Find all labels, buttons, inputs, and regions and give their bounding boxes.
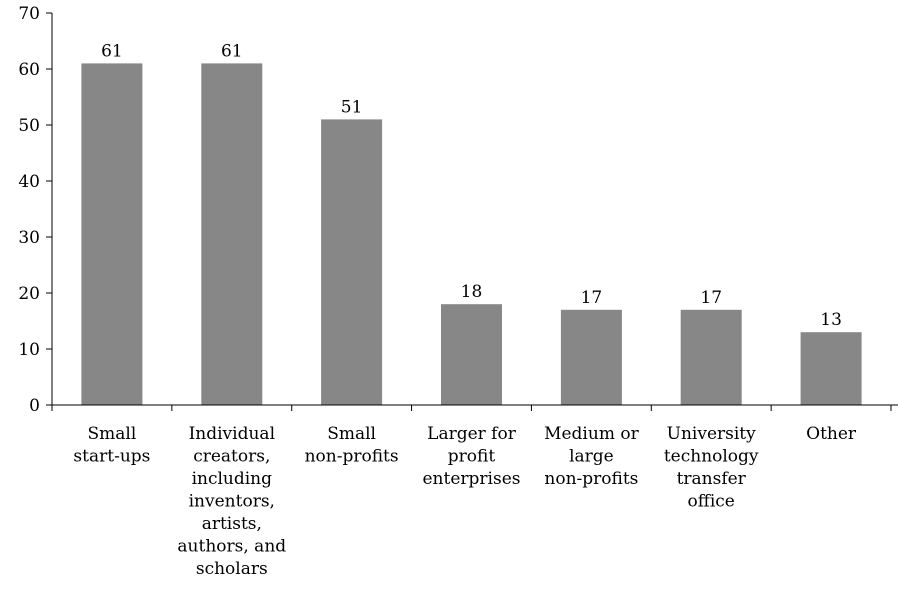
bar-value-label: 61 (221, 41, 243, 61)
bar-value-label: 13 (820, 310, 842, 330)
bars: 61 61 51 18 17 17 13 (81, 41, 862, 406)
x-category-label-line: start-ups (73, 447, 150, 467)
x-category-label-line: artists, (202, 514, 262, 534)
x-category-label: University technology transfer office (664, 424, 759, 512)
x-category-label: Individual creators, including inventors, ar… (177, 424, 286, 579)
x-category-label-line: large (569, 447, 614, 467)
y-tick-label: 0 (29, 396, 40, 416)
y-tick-label: 70 (18, 4, 40, 24)
x-category-label-line: technology (664, 447, 759, 467)
y-tick-label: 10 (18, 340, 40, 360)
bar-value-label: 18 (461, 282, 483, 302)
x-category-label-line: office (688, 492, 735, 512)
bar (81, 63, 143, 406)
x-category-label-line: University (667, 424, 756, 444)
x-category-label: Other (806, 424, 857, 444)
bar (800, 332, 862, 405)
x-category-label-line: Individual (189, 424, 275, 444)
x-category-label-line: non-profits (544, 469, 638, 489)
x-category-label-line: Larger for (427, 424, 517, 444)
bar (560, 309, 622, 405)
bar (441, 304, 502, 405)
bar (680, 309, 742, 405)
bar-value-label: 17 (700, 288, 722, 308)
y-tick-label: 30 (18, 228, 40, 248)
bar-value-label: 61 (101, 41, 123, 61)
x-category-label-line: transfer (677, 469, 747, 489)
x-category-label-line: Other (806, 424, 857, 444)
bar-value-label: 17 (581, 288, 603, 308)
x-category-label: Small non-profits (305, 424, 399, 467)
bar (321, 119, 383, 406)
x-category-label-line: non-profits (305, 447, 399, 467)
y-axis: 0 10 20 30 40 50 60 70 (18, 4, 53, 416)
x-axis: Small start-ups Individual creators, includi… (51, 404, 898, 579)
x-category-label-line: Small (88, 424, 137, 444)
x-category-label-line: Small (327, 424, 376, 444)
x-category-label-line: creators, (193, 447, 270, 467)
y-tick-label: 40 (18, 172, 40, 192)
x-category-label-line: authors, and (177, 537, 286, 557)
x-category-label-line: profit (448, 447, 496, 467)
x-category-label-line: Medium or (544, 424, 639, 444)
x-category-label: Larger for profit enterprises (423, 424, 521, 489)
x-category-label-line: scholars (196, 559, 268, 579)
y-tick-label: 20 (18, 284, 40, 304)
bar (201, 63, 263, 406)
x-category-label-line: including (192, 469, 273, 489)
x-category-label-line: enterprises (423, 469, 521, 489)
x-category-label-line: inventors, (189, 492, 275, 512)
x-category-label: Small start-ups (73, 424, 150, 467)
x-category-label: Medium or large non-profits (544, 424, 639, 489)
y-tick-label: 60 (18, 60, 40, 80)
y-tick-label: 50 (18, 116, 40, 136)
bar-value-label: 51 (341, 97, 363, 117)
